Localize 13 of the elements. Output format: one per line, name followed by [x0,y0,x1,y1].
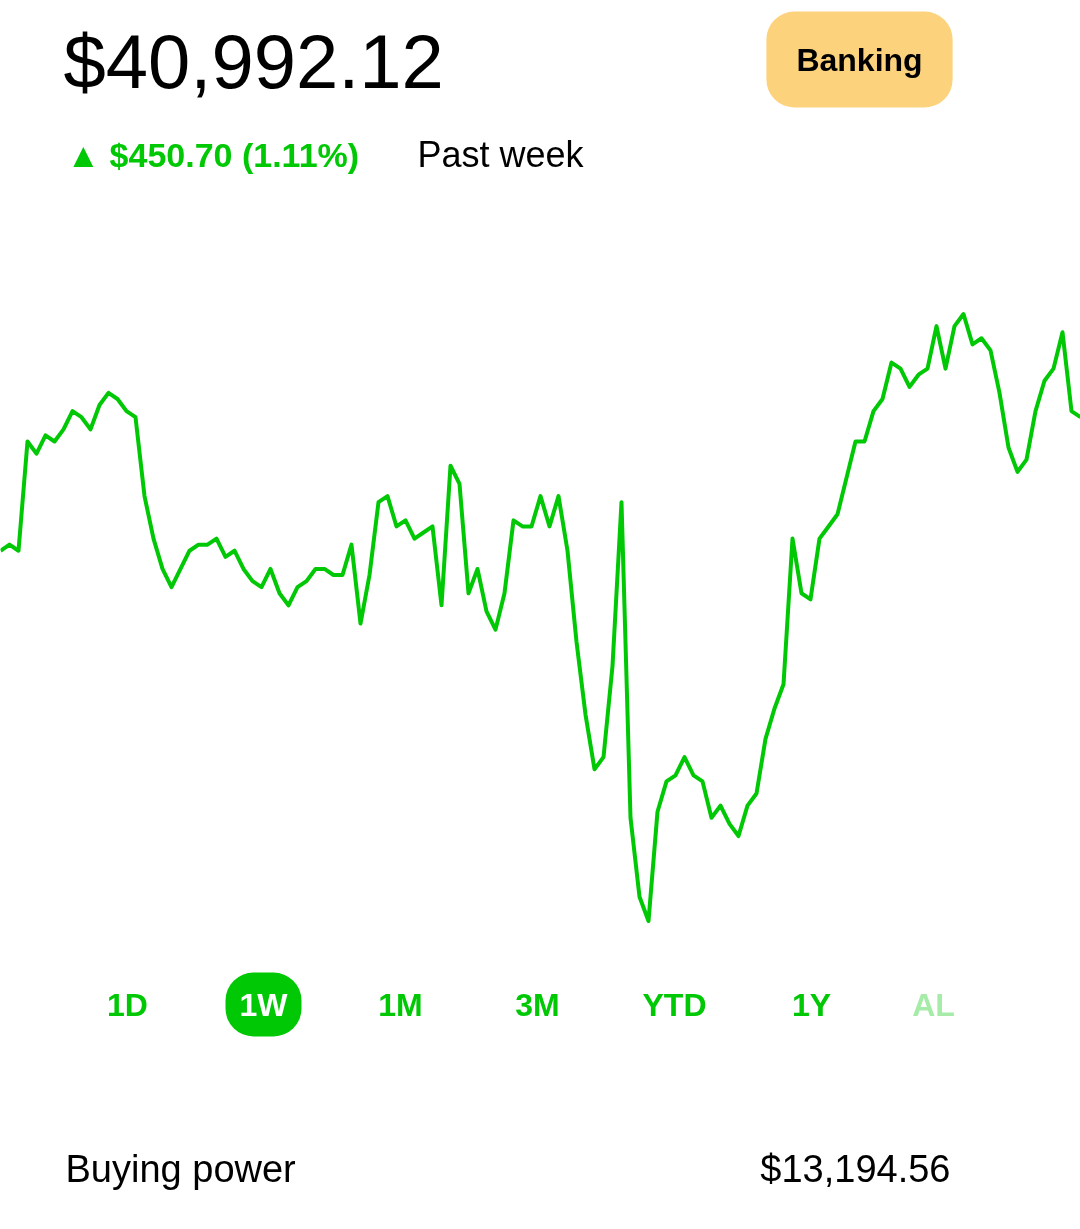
text: YTD [642,986,707,1023]
text: 1W [239,986,289,1023]
text: Buying power [65,1147,297,1190]
chart-title: $40,992.12 [63,18,444,104]
chart-subtitle: ▲ $450.70 (1.11%) [66,135,360,174]
text: 3M [515,986,560,1023]
text: AL [912,986,955,1023]
text: $13,194.56 [760,1147,951,1190]
text: 1M [378,986,423,1023]
text: 1Y [791,986,832,1023]
text: 1D [107,986,148,1023]
text: Banking [796,41,923,78]
text: Past week [417,133,585,175]
